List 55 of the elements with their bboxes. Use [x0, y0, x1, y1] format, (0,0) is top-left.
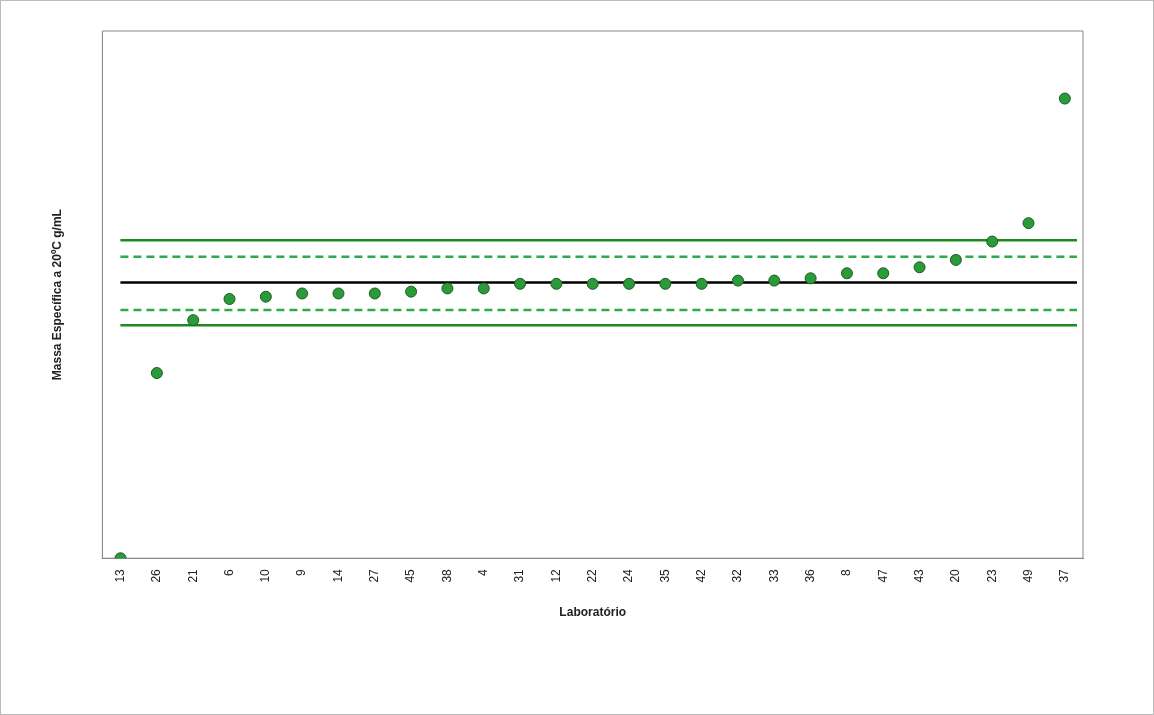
point	[768, 274, 781, 287]
x-tick-label: 31	[512, 568, 527, 583]
point	[1058, 92, 1071, 105]
x-tick-label: 14	[330, 568, 345, 583]
point	[877, 267, 890, 280]
point	[441, 282, 454, 295]
point	[223, 292, 236, 305]
point	[1022, 217, 1035, 230]
point	[332, 287, 345, 300]
point	[695, 277, 708, 290]
x-axis-title: Laboratório	[559, 605, 627, 620]
point	[731, 274, 744, 287]
point	[804, 272, 817, 285]
point	[187, 314, 200, 327]
x-tick-label: 37	[1057, 568, 1072, 583]
x-tick-label: 13	[112, 568, 127, 583]
x-tick-label: 9	[294, 568, 309, 576]
point	[913, 261, 926, 274]
point	[586, 277, 599, 290]
x-tick-label: 26	[149, 568, 164, 583]
x-tick-label: 22	[585, 568, 600, 583]
point	[949, 253, 962, 266]
x-tick-label: 36	[802, 568, 817, 583]
y-axis-title: Massa Específica a 20ºC g/mL	[49, 209, 64, 381]
x-tick-label: 20	[948, 568, 963, 583]
point	[514, 277, 527, 290]
point	[477, 282, 490, 295]
x-tick-label: 23	[984, 568, 999, 583]
x-tick-label: 45	[403, 568, 418, 583]
x-tick-label: 42	[693, 568, 708, 583]
point	[550, 277, 563, 290]
point	[150, 367, 163, 379]
x-tick-label: 12	[548, 568, 563, 583]
point	[659, 277, 672, 290]
x-tick-label: 38	[439, 568, 454, 583]
point	[840, 267, 853, 280]
x-tick-label: 21	[185, 568, 200, 583]
x-tick-label: 4	[476, 568, 491, 576]
point	[296, 287, 309, 300]
x-tick-label: 27	[367, 568, 382, 583]
x-tick-label: 33	[766, 568, 781, 583]
x-tick-label: 24	[621, 568, 636, 583]
x-tick-label: 32	[730, 568, 745, 583]
point	[623, 277, 636, 290]
x-tick-label: 10	[258, 568, 273, 583]
x-tick-label: 35	[657, 568, 672, 583]
x-tick-label: 8	[839, 568, 854, 576]
point	[986, 235, 999, 248]
point	[368, 287, 381, 300]
point	[405, 285, 418, 298]
x-tick-label: 6	[221, 568, 236, 576]
point	[259, 290, 272, 303]
x-tick-label: 49	[1020, 568, 1035, 583]
x-tick-label: 43	[911, 568, 926, 583]
x-tick-label: 47	[875, 568, 890, 583]
